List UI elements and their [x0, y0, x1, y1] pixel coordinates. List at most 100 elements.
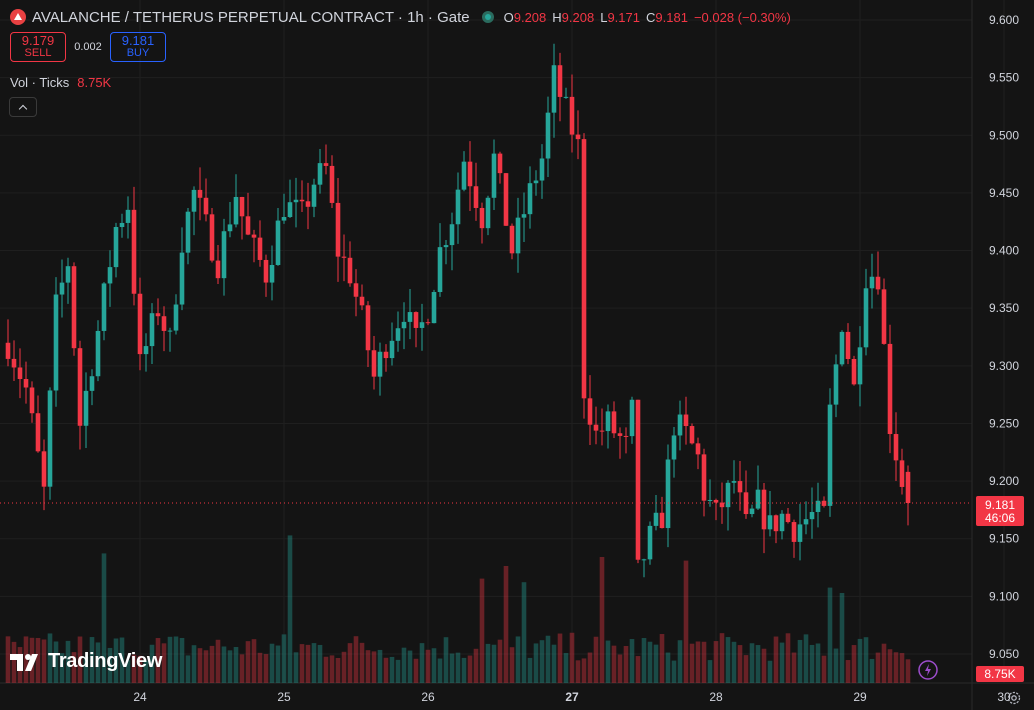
volume-bar	[113, 638, 119, 683]
candle-body	[671, 435, 677, 460]
buy-button[interactable]: 9.181 BUY	[110, 32, 166, 62]
candle-body	[65, 266, 71, 283]
candle	[227, 202, 233, 238]
candle	[851, 355, 857, 386]
volume-bar	[263, 654, 269, 683]
price-axis[interactable]: 9.600 9.550 9.500 9.450 9.400 9.350 9.300 9.250…	[989, 13, 1019, 661]
gear-icon[interactable]	[1006, 690, 1022, 706]
volume-bar	[851, 645, 857, 683]
candle-body	[617, 433, 623, 436]
volume-bar	[215, 639, 221, 683]
candle-body	[461, 161, 467, 190]
candle-body	[755, 489, 761, 509]
candle	[653, 495, 659, 531]
low-key: L	[600, 9, 608, 25]
candle	[515, 197, 521, 273]
collapse-legend-button[interactable]	[9, 97, 37, 117]
candle	[803, 501, 809, 535]
candle	[203, 178, 209, 222]
candle-body	[515, 217, 521, 254]
candle-body	[491, 153, 497, 198]
volume-bar	[443, 637, 449, 683]
sell-button[interactable]: 9.179 SELL	[10, 32, 66, 62]
price-tick-label: 9.550	[989, 71, 1019, 85]
volume-bar	[467, 655, 473, 683]
candle-body	[443, 245, 449, 248]
volume-bar	[563, 653, 569, 683]
market-status-icon[interactable]	[481, 11, 494, 23]
volume-bar	[413, 658, 419, 683]
candle-body	[365, 305, 371, 351]
candle-body	[707, 499, 713, 501]
volume-legend[interactable]: Vol · Ticks 8.75K	[10, 75, 111, 90]
candle	[707, 479, 713, 507]
candle-body	[605, 411, 611, 432]
volume-bar	[479, 578, 485, 683]
price-tick-label: 9.250	[989, 416, 1019, 430]
candles	[5, 43, 911, 578]
price-tick-label: 9.100	[989, 589, 1019, 603]
candle	[407, 288, 413, 340]
tradingview-logo-icon	[10, 653, 38, 671]
candle	[677, 400, 683, 451]
time-axis[interactable]: 24 25 26 27 28 29 30	[133, 690, 1011, 704]
candle-body	[161, 316, 167, 331]
candle-body	[635, 399, 641, 560]
candle	[551, 43, 557, 138]
close-value: 9.181	[655, 9, 688, 25]
candle-body	[311, 184, 317, 207]
candle	[581, 133, 587, 419]
candle	[95, 320, 101, 382]
candle	[53, 277, 59, 407]
candle-body	[155, 313, 161, 317]
volume-bar	[527, 657, 533, 683]
high-value: 9.208	[561, 9, 595, 25]
candle-body	[659, 512, 665, 529]
candle-body	[905, 471, 911, 503]
volume-bar	[377, 649, 383, 683]
candle	[719, 482, 725, 524]
last-price-label: 9.181	[985, 498, 1015, 512]
candle	[701, 448, 707, 517]
spread-value: 0.002	[74, 41, 102, 53]
volume-bar	[599, 557, 605, 683]
candle	[893, 412, 899, 482]
branding-text: TradingView	[48, 650, 163, 672]
volume-bar	[713, 641, 719, 683]
volume-last-tag	[976, 666, 1024, 682]
volume-bar	[47, 633, 53, 683]
candle	[347, 241, 353, 287]
candle	[83, 372, 89, 449]
volume-bar	[857, 638, 863, 683]
candle	[59, 259, 65, 318]
candle	[839, 330, 845, 367]
symbol-title[interactable]: AVALANCHE / TETHERUS PERPETUAL CONTRACT …	[32, 8, 470, 26]
candle-body	[467, 161, 473, 187]
candle	[791, 519, 797, 558]
high-key: H	[552, 9, 562, 25]
price-tick-label: 9.450	[989, 186, 1019, 200]
candle-body	[539, 158, 545, 181]
candle-body	[413, 312, 419, 328]
volume-bar	[425, 649, 431, 683]
volume-bar	[773, 636, 779, 683]
volume-bar	[209, 645, 215, 683]
candle	[389, 322, 395, 366]
candle-body	[653, 512, 659, 526]
candle	[749, 504, 755, 518]
candle-body	[731, 481, 737, 483]
candle	[575, 110, 581, 160]
candle-body	[623, 435, 629, 437]
candle	[263, 254, 269, 297]
tradingview-logo[interactable]: TradingView	[10, 650, 162, 673]
candle	[245, 192, 251, 236]
candle-body	[275, 220, 281, 265]
candle	[821, 496, 827, 508]
candle	[281, 193, 287, 224]
candle-body	[371, 350, 377, 377]
candle	[113, 222, 119, 278]
candle-body	[521, 214, 527, 218]
low-value: 9.171	[607, 9, 640, 25]
